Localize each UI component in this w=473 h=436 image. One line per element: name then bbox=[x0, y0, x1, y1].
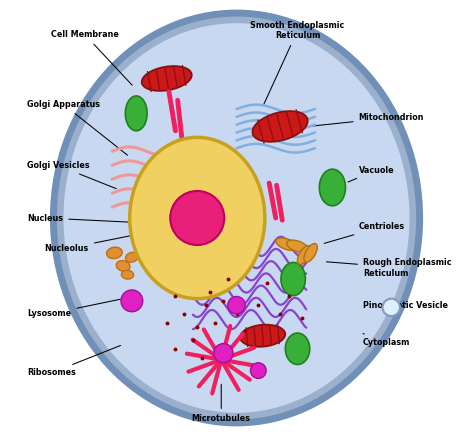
Circle shape bbox=[121, 290, 143, 312]
Text: Cell Membrane: Cell Membrane bbox=[51, 31, 132, 85]
Ellipse shape bbox=[142, 66, 192, 91]
Circle shape bbox=[170, 191, 224, 245]
Text: Cytoplasm: Cytoplasm bbox=[363, 334, 410, 347]
Text: Pinocytotic Vesicle: Pinocytotic Vesicle bbox=[363, 301, 448, 310]
Text: Centrioles: Centrioles bbox=[324, 222, 405, 243]
Circle shape bbox=[250, 363, 266, 378]
Ellipse shape bbox=[62, 22, 411, 414]
Ellipse shape bbox=[276, 238, 298, 250]
Ellipse shape bbox=[253, 111, 308, 142]
Ellipse shape bbox=[125, 96, 147, 131]
Circle shape bbox=[214, 344, 233, 363]
Ellipse shape bbox=[304, 244, 317, 262]
Text: Nucleolus: Nucleolus bbox=[44, 227, 173, 253]
Ellipse shape bbox=[106, 247, 122, 259]
Ellipse shape bbox=[116, 261, 130, 271]
Text: Mitochondrion: Mitochondrion bbox=[311, 113, 424, 126]
Text: Golgi Vesicles: Golgi Vesicles bbox=[27, 161, 116, 189]
Text: Microtubules: Microtubules bbox=[192, 384, 251, 423]
Circle shape bbox=[228, 296, 245, 314]
Circle shape bbox=[383, 299, 400, 316]
Ellipse shape bbox=[130, 137, 265, 299]
Text: Smooth Endoplasmic
Reticulum: Smooth Endoplasmic Reticulum bbox=[250, 21, 345, 104]
Text: Vacuole: Vacuole bbox=[348, 166, 394, 182]
Ellipse shape bbox=[287, 240, 308, 252]
Text: Ribosomes: Ribosomes bbox=[27, 345, 121, 377]
Ellipse shape bbox=[122, 270, 133, 279]
Text: Lysosome: Lysosome bbox=[27, 299, 121, 318]
Ellipse shape bbox=[298, 246, 311, 264]
Text: Golgi Apparatus: Golgi Apparatus bbox=[27, 100, 128, 155]
Ellipse shape bbox=[53, 13, 420, 423]
Text: Nucleus: Nucleus bbox=[27, 214, 131, 222]
Ellipse shape bbox=[319, 169, 345, 206]
Ellipse shape bbox=[240, 325, 285, 347]
Ellipse shape bbox=[285, 333, 310, 364]
Text: Rough Endoplasmic
Reticulum: Rough Endoplasmic Reticulum bbox=[326, 259, 451, 278]
Ellipse shape bbox=[125, 252, 138, 262]
Ellipse shape bbox=[281, 262, 306, 296]
